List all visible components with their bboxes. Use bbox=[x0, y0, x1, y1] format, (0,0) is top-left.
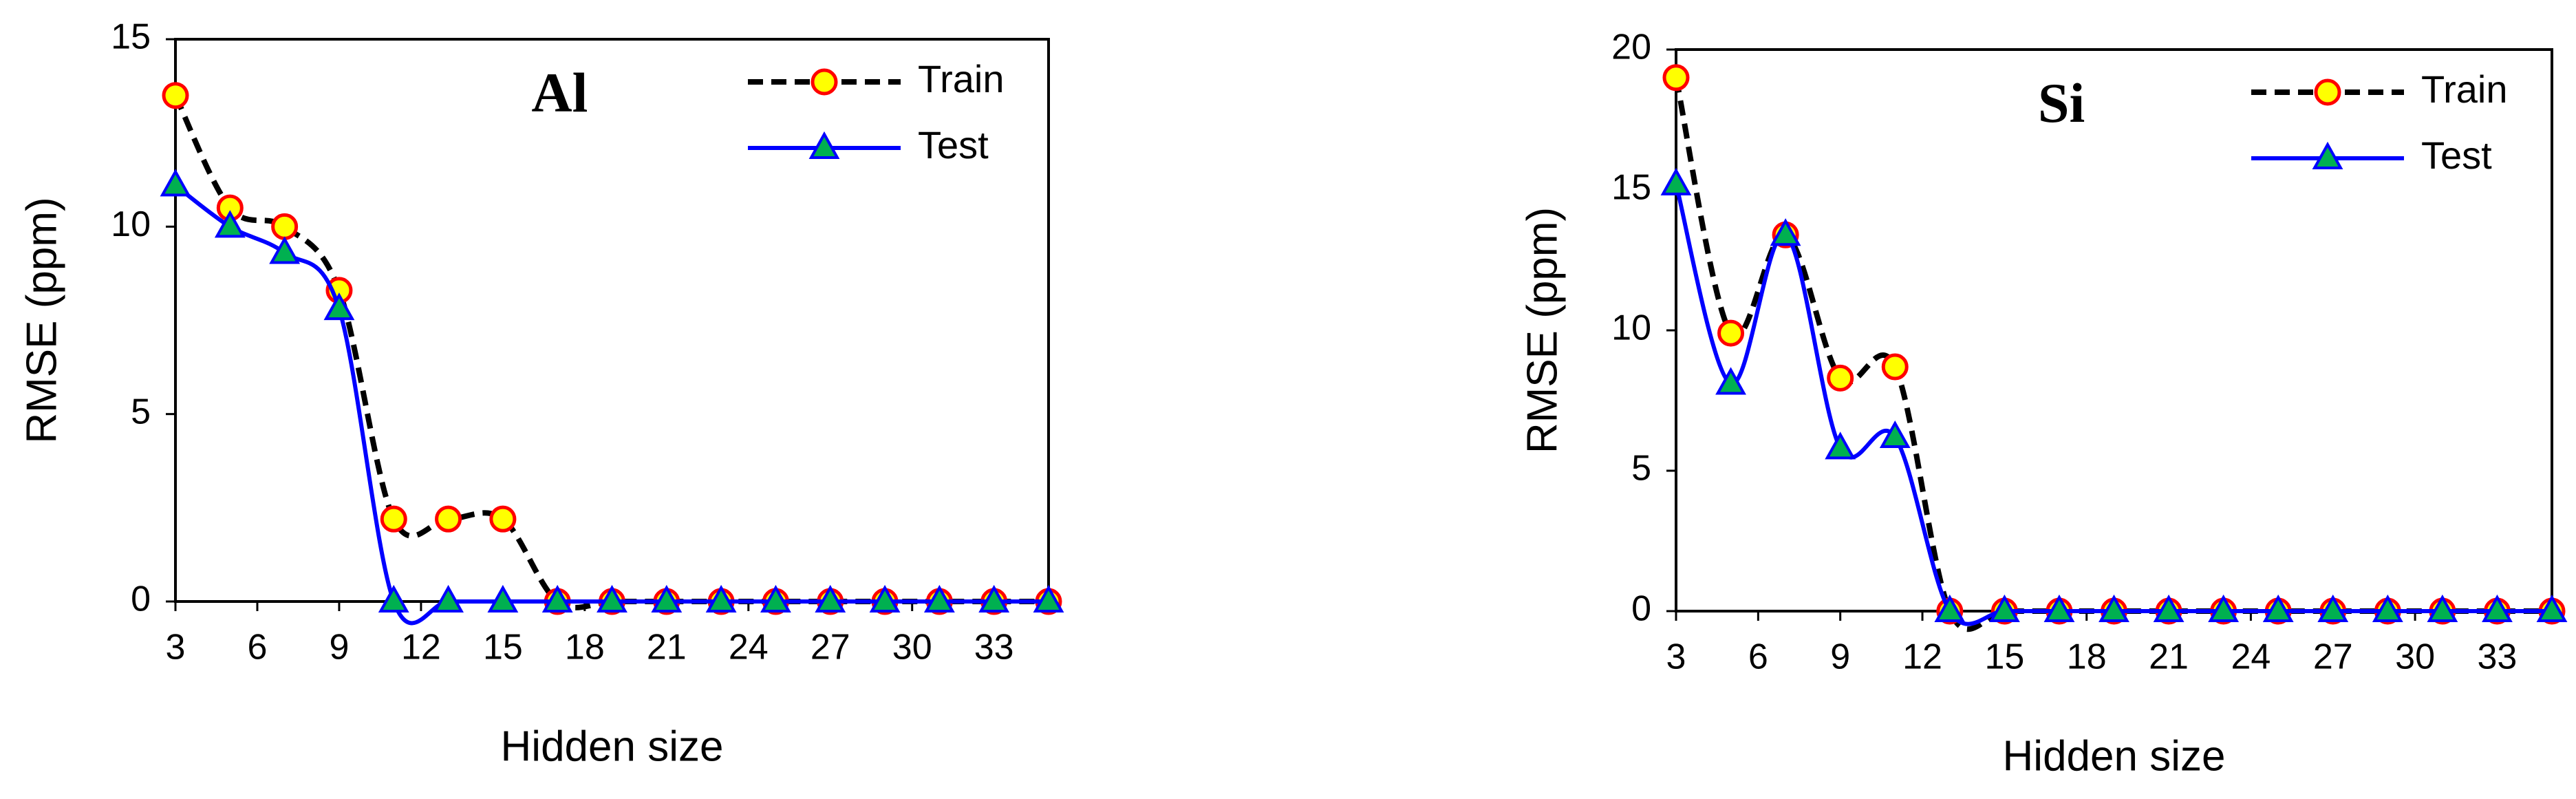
legend-label: Test bbox=[918, 123, 989, 167]
train-marker bbox=[1827, 364, 1854, 392]
test-marker bbox=[1715, 367, 1746, 395]
x-tick-label: 9 bbox=[329, 628, 349, 668]
test-marker bbox=[1770, 218, 1801, 246]
test-marker bbox=[2099, 594, 2129, 622]
y-tick-label: 15 bbox=[1611, 168, 1651, 208]
x-tick-label: 15 bbox=[1984, 637, 2024, 677]
x-tick-label: 12 bbox=[401, 628, 441, 668]
y-tick-label: 15 bbox=[111, 17, 151, 57]
test-marker bbox=[2372, 594, 2403, 622]
test-marker bbox=[323, 292, 355, 321]
train-marker bbox=[380, 505, 407, 533]
test-marker bbox=[378, 584, 409, 612]
series-line bbox=[173, 94, 1049, 610]
test-marker bbox=[2208, 594, 2240, 622]
x-tick-label: 30 bbox=[892, 628, 932, 668]
x-tick-label: 30 bbox=[2395, 637, 2435, 677]
x-axis-label: Hidden size bbox=[501, 723, 724, 770]
legend-label: Train bbox=[918, 57, 1005, 100]
x-tick-label: 33 bbox=[2478, 637, 2518, 677]
test-marker bbox=[815, 584, 846, 612]
series-line bbox=[174, 184, 1049, 626]
legend-label: Train bbox=[2421, 67, 2508, 111]
test-marker bbox=[541, 584, 573, 612]
test-marker bbox=[651, 584, 683, 612]
train-marker bbox=[271, 213, 299, 240]
legend-marker bbox=[2314, 78, 2341, 106]
x-tick-label: 27 bbox=[2313, 637, 2353, 677]
test-marker bbox=[978, 584, 1010, 612]
legend-marker bbox=[808, 131, 840, 159]
test-marker bbox=[705, 584, 737, 612]
x-tick-label: 15 bbox=[483, 628, 523, 668]
test-marker bbox=[869, 584, 901, 612]
legend-label: Test bbox=[2421, 134, 2492, 177]
y-tick-label: 0 bbox=[131, 579, 151, 619]
test-marker bbox=[2262, 594, 2294, 622]
y-tick-label: 5 bbox=[131, 392, 151, 432]
x-tick-label: 33 bbox=[974, 628, 1014, 668]
train-marker bbox=[489, 505, 517, 533]
train-marker bbox=[1881, 353, 1909, 381]
test-marker bbox=[2427, 594, 2458, 622]
x-tick-label: 6 bbox=[248, 628, 268, 668]
test-marker bbox=[2317, 594, 2349, 622]
x-tick-label: 21 bbox=[2149, 637, 2189, 677]
test-marker bbox=[2482, 594, 2513, 622]
test-marker bbox=[2043, 594, 2075, 622]
test-marker bbox=[597, 584, 627, 612]
test-marker bbox=[2536, 594, 2568, 622]
x-tick-label: 3 bbox=[166, 628, 186, 668]
test-marker bbox=[487, 584, 519, 612]
y-tick-label: 10 bbox=[111, 204, 151, 244]
train-marker bbox=[1662, 64, 1690, 92]
test-marker bbox=[2153, 594, 2185, 622]
x-tick-label: 3 bbox=[1666, 637, 1686, 677]
y-tick-label: 5 bbox=[1631, 449, 1651, 489]
test-marker bbox=[433, 584, 464, 612]
test-marker bbox=[1825, 432, 1856, 460]
y-tick-label: 20 bbox=[1611, 28, 1651, 67]
train-marker bbox=[162, 82, 189, 109]
x-tick-label: 6 bbox=[1748, 637, 1768, 677]
x-tick-label: 24 bbox=[2231, 637, 2271, 677]
y-tick-label: 10 bbox=[1611, 308, 1651, 348]
test-marker bbox=[1879, 420, 1911, 449]
x-axis-label: Hidden size bbox=[2003, 732, 2226, 780]
test-marker bbox=[1988, 594, 2020, 622]
legend-marker bbox=[811, 68, 838, 96]
test-marker bbox=[1660, 167, 1692, 195]
chart-title: Si bbox=[2038, 72, 2085, 134]
test-marker bbox=[923, 584, 955, 612]
legend-marker bbox=[2312, 141, 2343, 169]
train-marker bbox=[435, 505, 462, 533]
train-marker bbox=[1717, 319, 1745, 347]
test-marker bbox=[760, 584, 791, 612]
x-tick-label: 24 bbox=[729, 628, 769, 668]
test-marker bbox=[1033, 584, 1064, 612]
x-tick-label: 18 bbox=[2067, 637, 2107, 677]
x-tick-label: 12 bbox=[1902, 637, 1942, 677]
series bbox=[1660, 141, 2568, 626]
test-marker bbox=[1934, 594, 1966, 622]
x-tick-label: 9 bbox=[1830, 637, 1850, 677]
test-marker bbox=[269, 236, 301, 264]
test-marker bbox=[160, 169, 191, 197]
series bbox=[160, 131, 1064, 626]
y-axis-label: RMSE (ppm) bbox=[18, 197, 65, 443]
x-tick-label: 21 bbox=[647, 628, 687, 668]
test-marker bbox=[214, 210, 246, 238]
x-tick-label: 27 bbox=[811, 628, 850, 668]
chart-title: Al bbox=[531, 61, 588, 124]
y-axis-label: RMSE (ppm) bbox=[1518, 207, 1566, 454]
y-tick-label: 0 bbox=[1631, 589, 1651, 629]
series-line bbox=[1674, 184, 2552, 626]
x-tick-label: 18 bbox=[565, 628, 605, 668]
